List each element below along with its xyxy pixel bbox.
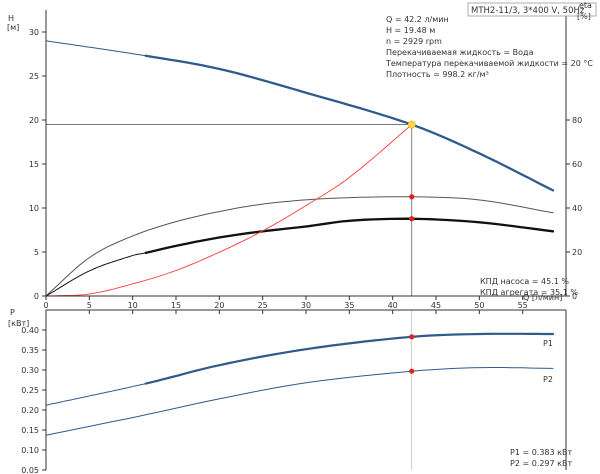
power-y-tick-label: 0.10 [21,446,39,455]
info-temperature: Температура перекачиваемой жидкости = 20… [385,59,593,68]
y2-tick-label: 60 [572,160,582,169]
y-axis-label-h: H [8,14,14,23]
x-tick-label: 50 [474,301,484,310]
p1-curve-segment-0 [45,383,147,406]
x-tick-label: 35 [344,301,354,310]
upper-curves [45,40,555,297]
power-y-tick-label: 0.15 [21,426,39,435]
head-curve-segment-1 [144,54,555,192]
x-tick-label: 10 [128,301,138,310]
eta_pump-curve-segment-0 [45,196,554,297]
y-tick-label: 25 [29,72,39,81]
y-tick-label: 10 [29,204,39,213]
p2-value-label: P2 = 0.297 кВт [510,459,572,468]
efficiency-point-marker [409,216,415,222]
power-point-marker [409,368,415,374]
y2-tick-label: 20 [572,248,582,257]
x-tick-label: 30 [301,301,311,310]
info-speed: n = 2929 rpm [386,37,442,46]
info-head: H = 19.48 м [386,26,435,35]
power-y-tick-label: 0.20 [21,406,39,415]
total-efficiency-label: КПД агрегата = 35.1 % [480,288,578,297]
info-flow: Q = 42.2 л/мин [386,15,449,24]
lower-markers [409,334,415,374]
power-y-tick-label: 0.25 [21,386,39,395]
duty-point-marker [407,120,416,129]
head-curve-segment-0 [45,40,147,57]
y2-axis-unit: [%] [577,12,591,21]
lower-plot: 0.05 0.10 0.15 0.20 0.25 0.30 0.35 0.40 P [кВт]… [8,308,572,474]
info-block: Q = 42.2 л/мин H = 19.48 м n = 2929 rpm … [385,15,593,79]
model-label: MTH2-11/3, 3*400 V, 50Hz [471,6,585,16]
upper-ticks: 0 5 10 15 20 25 30 0 20 40 60 80 0 5 10 15 20 25 30 35 40 45 5… [29,28,582,310]
power-y-tick-label: 0.35 [21,346,39,355]
power-axis-unit: [кВт] [8,319,29,328]
eta_total-curve-segment-1 [144,217,555,255]
power-point-marker [409,334,415,340]
y-tick-label: 15 [29,160,39,169]
power-axis-label-p: P [10,308,15,317]
eta_total-curve-segment-0 [45,252,147,297]
x-tick-label: 15 [171,301,181,310]
x-axis-label: Q [л/мин] [523,293,562,302]
info-density: Плотность = 998.2 кг/м³ [386,70,489,79]
y-tick-label: 30 [29,28,39,37]
power-y-tick-label: 0.40 [21,326,39,335]
x-tick-label: 20 [214,301,224,310]
x-tick-label: 45 [431,301,441,310]
y2-axis-label-eta: eta [579,1,592,10]
y-tick-label: 0 [34,292,39,301]
upper-markers [407,120,416,222]
info-fluid: Перекачиваемая жидкость = Вода [386,48,534,57]
power-y-tick-label: 0.30 [21,366,39,375]
p1-value-label: P1 = 0.383 кВт [510,448,572,457]
pump-efficiency-label: КПД насоса = 45.1 % [480,277,569,286]
p1-series-label: P1 [543,339,553,348]
upper-plot: 0 5 10 15 20 25 30 0 20 40 60 80 0 5 10 15 20 25 30 35 40 45 5… [7,1,597,310]
efficiency-point-marker [409,194,415,200]
p2-curve-segment-0 [45,367,554,436]
x-tick-label: 5 [87,301,92,310]
x-tick-label: 55 [518,301,528,310]
lower-ticks: 0.05 0.10 0.15 0.20 0.25 0.30 0.35 0.40 [21,310,524,474]
efficiency-curve-segment-0 [45,124,413,297]
y-tick-label: 20 [29,116,39,125]
y-axis-unit-m: [м] [7,23,19,32]
p1-curve-segment-1 [144,332,555,385]
y2-tick-label: 40 [572,204,582,213]
x-tick-label: 25 [258,301,268,310]
x-tick-label: 40 [388,301,398,310]
y2-tick-label: 80 [572,116,582,125]
model-box [467,2,597,17]
y-tick-label: 5 [34,248,39,257]
x-tick-label: 0 [43,301,48,310]
p2-series-label: P2 [543,375,553,384]
y2-tick-label: 0 [572,292,577,301]
power-y-tick-label: 0.05 [21,466,39,474]
